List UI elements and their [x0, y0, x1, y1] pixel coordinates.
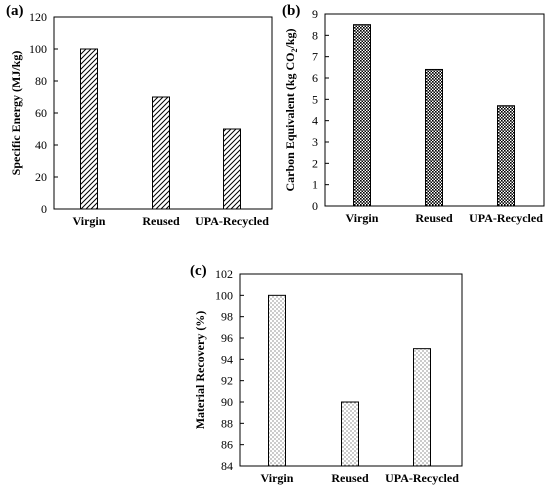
panel-tag-b: (b) [282, 3, 300, 19]
bar-a-reused [152, 96, 170, 210]
y-axis-label-c: Material Recovery (%) [193, 311, 207, 430]
y-axis-label-a: Specific Energy (MJ/kg) [9, 51, 23, 176]
chart-panel-b: (b) Carbon Equivalent (kg CO2/kg) 012345… [282, 3, 545, 225]
y-tick-label-a: 60 [35, 106, 47, 120]
chart-panel-a: (a) Specific Energy (MJ/kg) 0 20 40 60 80 100… [6, 3, 273, 228]
y-axis-label-b-suffix: /kg) [283, 28, 297, 49]
bar-a-virgin [80, 48, 98, 210]
y-tick-label-c: 102 [215, 267, 233, 281]
y-tick-label-b: 8 [312, 28, 318, 42]
y-tick-label-c: 84 [221, 459, 233, 473]
category-labels-c: Virgin Reused UPA-Recycled [261, 471, 460, 485]
y-ticks-b: 0 1 2 3 4 5 6 7 8 9 [312, 7, 329, 213]
bar-a-upa-recycled [223, 128, 241, 210]
y-ticks-a: 0 20 40 60 80 100 120 [29, 10, 58, 216]
category-label-c: Reused [331, 471, 369, 485]
chart-panel-c: (c) Material Recovery (%) 84 86 88 90 92 94 96… [190, 263, 463, 485]
y-tick-label-c: 98 [221, 310, 233, 324]
bars-a [80, 48, 241, 210]
y-ticks-c: 84 86 88 90 92 94 96 98 100 102 [215, 267, 244, 473]
y-tick-label-a: 40 [35, 138, 47, 152]
y-tick-label-a: 20 [35, 170, 47, 184]
category-label-b: Virgin [346, 211, 379, 225]
bars-b [353, 24, 515, 207]
y-tick-label-b: 3 [312, 135, 318, 149]
category-label-a: UPA-Recycled [195, 214, 269, 228]
category-label-a: Reused [142, 214, 180, 228]
panel-tag-a: (a) [6, 3, 24, 19]
y-axis-label-b-sub: 2 [290, 48, 299, 52]
y-tick-label-b: 7 [312, 50, 318, 64]
y-tick-label-c: 100 [215, 288, 233, 302]
bars-c [268, 294, 431, 467]
panel-tag-c: (c) [190, 263, 207, 279]
category-label-c: Virgin [261, 471, 294, 485]
bar-b-reused [425, 68, 443, 207]
y-tick-label-c: 90 [221, 395, 233, 409]
y-axis-label-b: Carbon Equivalent (kg CO2/kg) [283, 28, 299, 191]
bar-c-virgin [268, 294, 286, 467]
bar-b-virgin [353, 24, 371, 207]
y-tick-label-c: 86 [221, 438, 233, 452]
category-labels-b: Virgin Reused UPA-Recycled [346, 211, 544, 225]
y-axis-label-b-prefix: Carbon Equivalent (kg CO [283, 52, 297, 191]
category-label-c: UPA-Recycled [385, 471, 459, 485]
y-tick-label-b: 9 [312, 7, 318, 21]
y-tick-label-a: 0 [41, 202, 47, 216]
y-tick-label-b: 4 [312, 114, 318, 128]
y-tick-label-b: 2 [312, 156, 318, 170]
bar-c-reused [341, 401, 359, 467]
category-label-b: Reused [415, 211, 453, 225]
category-label-a: Virgin [73, 214, 106, 228]
y-tick-label-b: 0 [312, 199, 318, 213]
y-tick-label-a: 100 [29, 42, 47, 56]
y-tick-label-b: 1 [312, 178, 318, 192]
y-tick-label-c: 96 [221, 331, 233, 345]
y-tick-label-b: 6 [312, 71, 318, 85]
y-tick-label-c: 92 [221, 374, 233, 388]
bar-b-upa-recycled [497, 105, 515, 207]
y-tick-label-b: 5 [312, 92, 318, 106]
y-tick-label-c: 88 [221, 416, 233, 430]
y-tick-label-c: 94 [221, 352, 233, 366]
y-tick-label-a: 120 [29, 10, 47, 24]
y-tick-label-a: 80 [35, 74, 47, 88]
category-label-b: UPA-Recycled [469, 211, 543, 225]
bar-c-upa-recycled [413, 348, 431, 467]
category-labels-a: Virgin Reused UPA-Recycled [73, 214, 270, 228]
